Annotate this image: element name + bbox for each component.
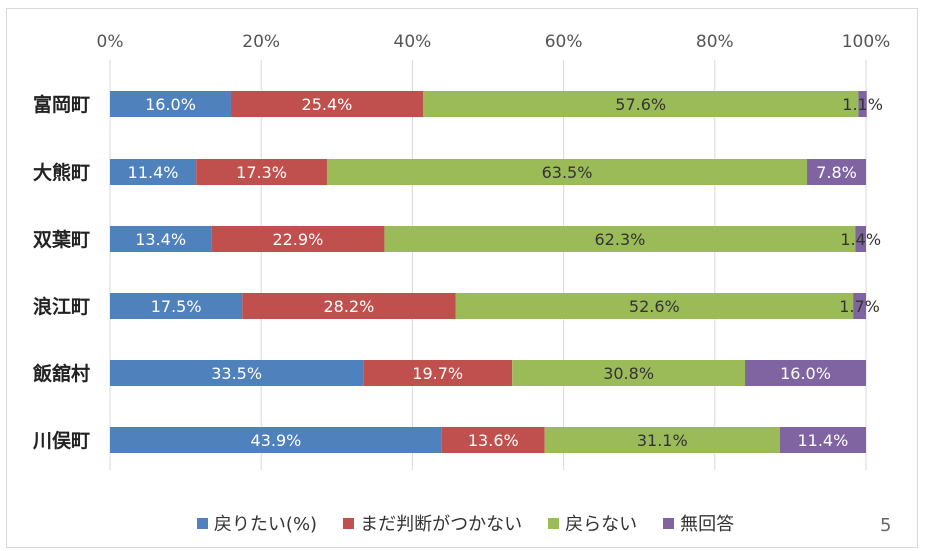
legend-label-2: 戻らない xyxy=(565,514,638,535)
page-number: 5 xyxy=(880,515,892,536)
bar-0-0 xyxy=(110,91,231,117)
data-label-3-1: 28.2% xyxy=(323,297,374,316)
data-label-1-2: 63.5% xyxy=(542,163,593,182)
data-label-4-1: 19.7% xyxy=(412,364,463,383)
legend-label-0: 戻りたい(%) xyxy=(213,514,318,535)
bar-3-2 xyxy=(455,293,854,319)
legend-swatch-0 xyxy=(196,517,208,529)
bar-4-0 xyxy=(110,360,364,386)
x-tick-label-3: 60% xyxy=(545,32,583,52)
bar-1-3 xyxy=(807,159,866,185)
bar-4-3 xyxy=(745,360,866,386)
data-label-3-0: 17.5% xyxy=(151,297,202,316)
bar-3-0 xyxy=(110,293,243,319)
bar-1-2 xyxy=(326,159,808,185)
data-label-2-1: 22.9% xyxy=(272,230,323,249)
data-label-2-2: 62.3% xyxy=(595,230,646,249)
data-label-2-3: 1.4% xyxy=(840,230,881,249)
category-label-2: 双葉町 xyxy=(33,229,90,251)
bar-2-1 xyxy=(211,226,385,252)
x-tick-label-5: 100% xyxy=(842,32,891,52)
bar-1-0 xyxy=(110,159,197,185)
legend-item-2: 戻らない xyxy=(548,510,637,536)
legend-label-3: 無回答 xyxy=(680,514,735,535)
legend-swatch-1 xyxy=(343,517,355,529)
data-label-0-1: 25.4% xyxy=(302,95,353,114)
bar-5-3 xyxy=(779,427,866,453)
data-label-5-0: 43.9% xyxy=(251,431,302,450)
bar-1-1 xyxy=(196,159,327,185)
data-label-0-3: 1.1% xyxy=(842,95,883,114)
bar-2-3 xyxy=(855,226,866,252)
category-label-1: 大熊町 xyxy=(33,161,90,184)
x-tick-label-4: 80% xyxy=(696,32,734,52)
category-label-4: 飯舘村 xyxy=(32,362,90,385)
legend-item-3: 無回答 xyxy=(663,510,734,536)
data-label-4-3: 16.0% xyxy=(780,364,831,383)
bar-0-3 xyxy=(858,91,867,117)
data-label-3-3: 1.7% xyxy=(839,297,880,316)
legend-swatch-3 xyxy=(663,517,675,529)
x-tick-label-1: 20% xyxy=(242,32,280,52)
category-label-0: 富岡町 xyxy=(33,93,90,116)
bar-5-0 xyxy=(110,427,442,453)
data-label-2-0: 13.4% xyxy=(135,230,186,249)
data-label-1-1: 17.3% xyxy=(236,163,287,182)
x-tick-label-2: 40% xyxy=(394,32,432,52)
bar-5-1 xyxy=(441,427,545,453)
bar-0-2 xyxy=(422,91,859,117)
bar-4-2 xyxy=(512,360,746,386)
legend-item-1: まだ判断がつかない xyxy=(343,510,522,536)
data-label-5-1: 13.6% xyxy=(468,431,519,450)
bar-5-2 xyxy=(544,427,780,453)
data-label-0-2: 57.6% xyxy=(615,95,666,114)
legend: 戻りたい(%) まだ判断がつかない 戻らない 無回答 xyxy=(0,510,931,536)
bar-2-0 xyxy=(110,226,212,252)
category-label-3: 浪江町 xyxy=(33,295,90,318)
data-label-5-2: 31.1% xyxy=(637,431,688,450)
category-label-5: 川俣町 xyxy=(32,429,90,452)
chart-frame xyxy=(6,8,918,548)
legend-label-1: まだ判断がつかない xyxy=(360,514,523,535)
bar-4-1 xyxy=(363,360,513,386)
x-tick-label-0: 0% xyxy=(97,32,124,52)
legend-swatch-2 xyxy=(548,517,560,529)
data-label-1-3: 7.8% xyxy=(816,163,857,182)
bar-3-3 xyxy=(853,293,866,319)
bar-3-1 xyxy=(242,293,456,319)
data-label-5-3: 11.4% xyxy=(797,431,848,450)
data-label-3-2: 52.6% xyxy=(629,297,680,316)
data-label-4-0: 33.5% xyxy=(211,364,262,383)
legend-item-0: 戻りたい(%) xyxy=(196,510,318,536)
data-label-4-2: 30.8% xyxy=(603,364,654,383)
bar-2-2 xyxy=(384,226,856,252)
bar-0-1 xyxy=(230,91,423,117)
data-label-1-0: 11.4% xyxy=(128,163,179,182)
data-label-0-0: 16.0% xyxy=(145,95,196,114)
